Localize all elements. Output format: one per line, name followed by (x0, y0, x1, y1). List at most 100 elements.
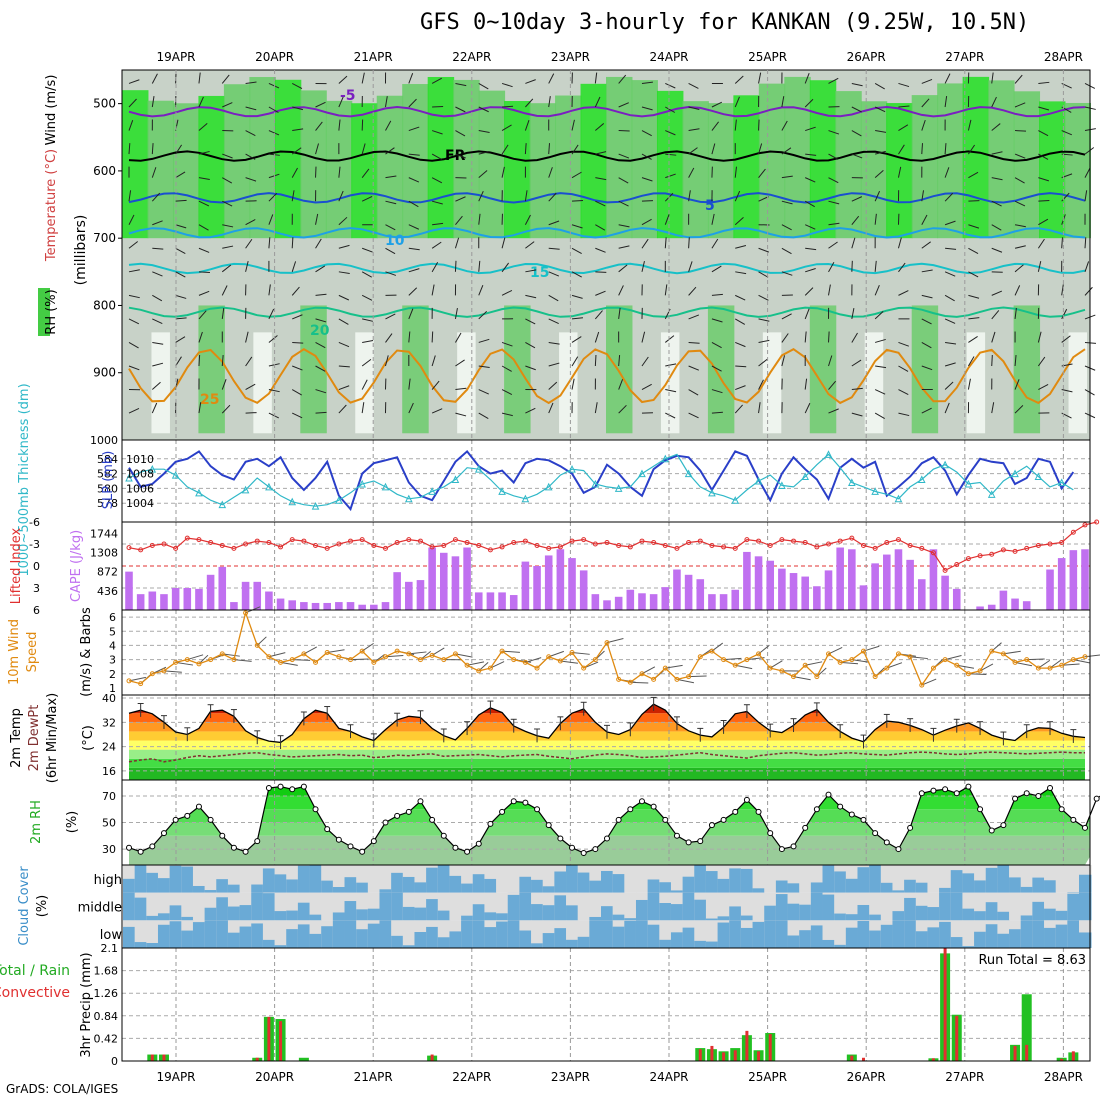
wind-barb (641, 81, 653, 84)
cloud-cell-low (904, 920, 917, 948)
cloud-cell-bg (321, 892, 334, 921)
lifted-index-point (406, 537, 412, 543)
wind-speed-point (651, 676, 657, 682)
wind-barb (198, 310, 207, 320)
wind-barb (1084, 286, 1093, 296)
rh-point (137, 848, 144, 855)
rh-point (417, 798, 424, 805)
wind-barb (735, 245, 747, 249)
rh-point (755, 808, 762, 815)
wind-barb (664, 214, 670, 225)
rh-point (499, 808, 506, 815)
lifted-index-point (394, 540, 400, 546)
date-label-top: 24APR (649, 50, 688, 64)
rh-point (1035, 792, 1042, 799)
rh-shade-dry (762, 332, 782, 434)
cloud-cell-bg (332, 865, 346, 893)
rh-point (230, 844, 237, 851)
wind-barb (1014, 355, 1017, 367)
wind-barb (128, 241, 139, 249)
wind-barb (898, 124, 909, 131)
cloud-cell-bg (834, 892, 847, 921)
temp-unit-label: (°C) (81, 725, 96, 751)
rh-point (335, 836, 342, 843)
wind-barb (501, 365, 512, 372)
cloud-cell-middle (437, 910, 451, 921)
wind-speed-point (359, 648, 365, 654)
rh-point (883, 839, 890, 846)
cloud-cell-low (834, 944, 847, 948)
cloud-cell-low (974, 931, 987, 948)
surface-wind-barb (606, 637, 624, 644)
rh-point (895, 846, 902, 853)
wind-barb (945, 247, 957, 250)
wind-barb (944, 96, 948, 108)
wind-barb (595, 247, 606, 253)
wind-tick: 6 (109, 611, 116, 624)
wind-barb (501, 289, 513, 296)
wind-speed-point (313, 659, 319, 665)
wind-barb (128, 342, 139, 349)
wind-barb (968, 294, 980, 299)
cape-bar (684, 574, 693, 610)
surface-wind-barb (548, 650, 565, 658)
rh-point (848, 811, 855, 818)
wind-barb (898, 144, 905, 155)
wind-speed-point (639, 671, 645, 677)
cloud-cell-low (367, 923, 381, 948)
cloud-cell-bg (752, 892, 766, 921)
cape-bar (265, 591, 273, 610)
wind-barb (291, 190, 295, 202)
minmax-axis-label: (6hr Min/Max) (45, 693, 60, 783)
wind-barb (665, 173, 676, 179)
wind-barb (525, 318, 536, 325)
wind-barb (734, 75, 744, 84)
cloud-cell-middle (927, 907, 940, 921)
cloud-cell-bg (204, 865, 218, 893)
wind-speed-point (161, 668, 167, 674)
thickness-point (894, 494, 903, 503)
date-label-bottom: 26APR (847, 1070, 886, 1084)
isotherm-10 (128, 227, 1086, 239)
wind-barb (454, 308, 458, 319)
cloud-cell-bg (764, 865, 777, 893)
date-label-bottom: 25APR (748, 1070, 787, 1084)
cloud-cell-high (729, 868, 742, 893)
date-label-top: 25APR (748, 50, 787, 64)
wind-barb (618, 224, 630, 228)
cloud-cell-high (869, 865, 882, 893)
wind-barb (641, 200, 653, 202)
rh-shade-high (580, 83, 607, 239)
cape-bar (626, 589, 635, 610)
cape-bar (533, 566, 541, 610)
wind-barb (898, 365, 909, 372)
lifted-index-point (954, 562, 960, 568)
cloud-cell-low (123, 926, 136, 948)
lifted-index-point (429, 544, 435, 550)
rh-shade-dry (355, 332, 374, 434)
wind-speed-point (452, 651, 458, 657)
rh-shade-dry (151, 332, 170, 434)
wind-barb (1038, 81, 1050, 84)
wind-barb (921, 269, 933, 273)
wind-barb (245, 238, 253, 249)
wind-speed-point (1000, 651, 1006, 657)
cloud-cell-bg (740, 892, 754, 921)
wind-barb (1084, 147, 1095, 155)
wind-speed-point (802, 662, 808, 668)
lifted-index-point (1059, 540, 1065, 546)
cloud-cell-low (740, 927, 754, 948)
wind-tick: 4 (109, 639, 116, 652)
wind-barb (431, 177, 443, 184)
cloud-cell-high (251, 884, 264, 893)
wind-barb (128, 408, 140, 414)
wind-barb (385, 247, 396, 255)
wind-barb (618, 153, 630, 159)
wind-barb (548, 318, 559, 324)
wind-barb (758, 143, 763, 155)
thickness-point (731, 496, 740, 504)
wind-barb (595, 123, 605, 131)
slp-tick: 1004 (126, 497, 154, 510)
wind-barb (735, 385, 746, 391)
